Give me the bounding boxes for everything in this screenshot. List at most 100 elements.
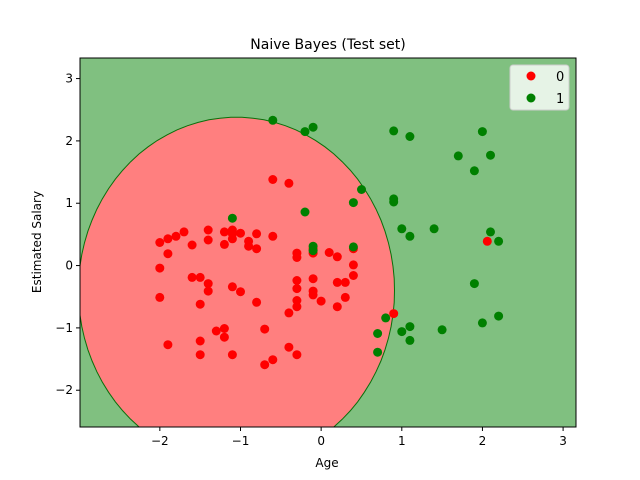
point-class-0 [252, 244, 262, 254]
x-axis-label: Age [315, 456, 338, 470]
point-class-1 [477, 127, 487, 137]
point-class-0 [389, 309, 399, 319]
region-class-0 [80, 116, 396, 427]
point-class-0 [340, 277, 350, 287]
x-tick-label: −1 [232, 434, 250, 448]
point-class-0 [292, 350, 302, 360]
point-class-0 [348, 260, 358, 270]
point-class-1 [308, 246, 318, 256]
x-axis: −2 −1 0 1 2 3 [151, 427, 567, 448]
point-class-1 [300, 207, 310, 217]
point-class-0 [292, 276, 302, 285]
point-class-0 [252, 229, 262, 239]
point-class-1 [437, 325, 447, 335]
point-class-0 [211, 326, 221, 336]
point-class-1 [348, 198, 358, 208]
y-tick-label: 2 [65, 134, 73, 148]
y-tick-label: −1 [55, 321, 73, 335]
point-class-1 [373, 347, 383, 357]
point-class-1 [429, 224, 439, 234]
legend-marker-0 [526, 71, 536, 81]
point-class-1 [397, 327, 407, 337]
y-tick-label: −2 [55, 383, 73, 397]
point-class-1 [453, 151, 463, 161]
point-class-0 [187, 240, 197, 250]
point-class-0 [203, 279, 213, 289]
point-class-0 [195, 299, 205, 309]
point-class-0 [292, 302, 302, 312]
point-class-0 [332, 277, 342, 287]
point-class-1 [348, 242, 358, 252]
point-class-0 [155, 238, 165, 247]
point-class-0 [482, 236, 492, 246]
point-class-1 [381, 313, 391, 323]
point-class-0 [203, 225, 213, 235]
point-class-0 [260, 360, 270, 370]
point-class-1 [357, 185, 366, 194]
plot-frame [79, 57, 577, 428]
y-tick-label: 1 [65, 196, 73, 210]
x-tick-label: 3 [559, 434, 567, 448]
point-class-0 [227, 282, 237, 292]
y-tick-label: 0 [65, 259, 73, 273]
point-class-0 [219, 239, 229, 249]
legend-label-1: 1 [556, 92, 564, 107]
point-class-0 [171, 231, 181, 241]
point-class-0 [163, 340, 173, 350]
point-class-1 [469, 279, 479, 289]
point-class-0 [227, 350, 237, 360]
y-axis-label: Estimated Salary [30, 191, 44, 293]
point-class-1 [389, 197, 399, 207]
y-axis: −2 −1 0 1 2 3 [55, 72, 80, 397]
point-class-1 [469, 166, 479, 176]
point-class-0 [268, 175, 278, 184]
point-class-1 [227, 213, 237, 223]
point-class-0 [324, 248, 334, 257]
point-class-0 [163, 234, 173, 244]
point-class-1 [268, 115, 278, 125]
point-class-1 [477, 318, 487, 328]
point-class-0 [163, 249, 173, 259]
point-class-0 [179, 227, 189, 237]
point-class-0 [284, 342, 294, 352]
point-class-0 [332, 252, 342, 262]
point-class-1 [373, 329, 383, 338]
point-class-0 [155, 292, 165, 302]
point-class-0 [292, 284, 302, 294]
point-class-0 [155, 263, 165, 273]
legend-box [509, 64, 570, 111]
point-class-0 [316, 296, 326, 306]
point-class-1 [486, 227, 495, 237]
point-class-0 [236, 287, 245, 297]
point-class-0 [292, 296, 302, 305]
y-tick-label: 3 [65, 72, 73, 86]
point-class-0 [252, 297, 262, 307]
point-class-1 [405, 132, 415, 141]
point-class-1 [494, 311, 504, 321]
chart-title: Naive Bayes (Test set) [250, 37, 405, 53]
point-class-1 [405, 322, 415, 332]
legend-label-0: 0 [556, 70, 564, 85]
point-class-1 [494, 236, 504, 246]
point-class-0 [292, 253, 302, 262]
plot-area [79, 57, 577, 428]
point-class-0 [244, 241, 254, 251]
point-class-0 [219, 332, 229, 342]
point-class-0 [203, 286, 213, 296]
point-class-0 [187, 272, 197, 282]
x-tick-label: −2 [151, 434, 169, 448]
point-class-0 [340, 292, 350, 302]
point-class-0 [268, 355, 278, 365]
x-tick-label: 1 [398, 434, 406, 448]
point-class-0 [203, 235, 213, 245]
point-class-0 [236, 228, 245, 238]
point-class-0 [284, 308, 294, 318]
point-class-0 [195, 350, 205, 360]
point-class-0 [284, 178, 294, 188]
x-tick-label: 0 [317, 434, 325, 448]
point-class-1 [486, 150, 495, 160]
point-class-0 [227, 234, 237, 244]
point-class-1 [300, 127, 310, 137]
point-class-1 [405, 335, 415, 345]
